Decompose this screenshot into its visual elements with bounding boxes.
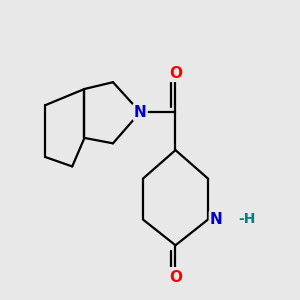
Text: O: O — [169, 66, 182, 81]
Text: -H: -H — [239, 212, 256, 226]
Text: N: N — [210, 212, 223, 227]
Text: N: N — [134, 105, 146, 120]
Text: O: O — [169, 270, 182, 285]
